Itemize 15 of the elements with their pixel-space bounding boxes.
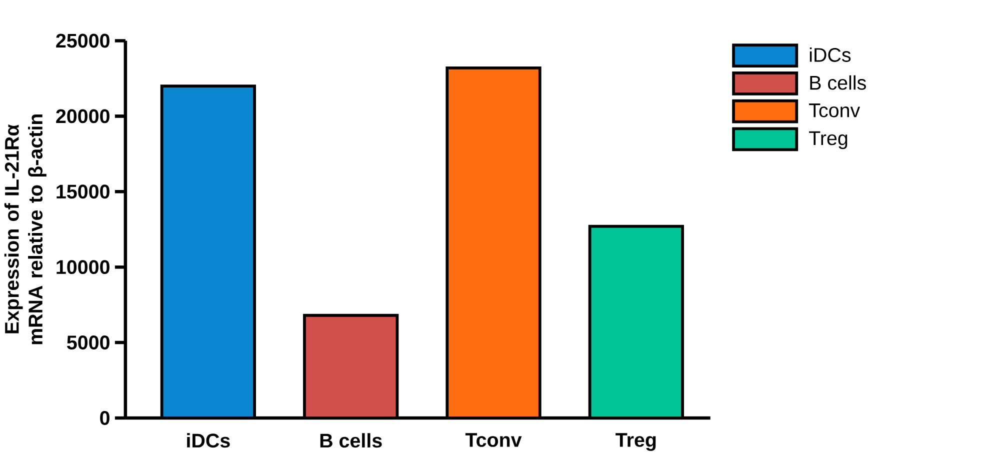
x-tick-label: B cells [320,433,382,448]
y-tick-label: 5000 [67,335,110,350]
x-tick-label: Treg [616,433,656,451]
y-tick-label: 15000 [56,184,110,198]
y-tick-label: 10000 [56,260,110,274]
y-tick-label: 20000 [56,109,110,124]
x-tick-label: Tconv [465,433,522,447]
x-tick-label: iDCs [187,433,230,448]
y-tick-label: 0 [100,410,110,425]
y-axis-title: Expression of IL-21Rα mRNA relative to β-actin [4,114,46,344]
legend-label: Tconv [809,103,860,118]
legend-label: iDCs [810,47,851,62]
y-tick-label: 25000 [56,34,110,48]
legend-label: Treg [809,131,848,149]
legend-label: B cells [810,75,866,90]
